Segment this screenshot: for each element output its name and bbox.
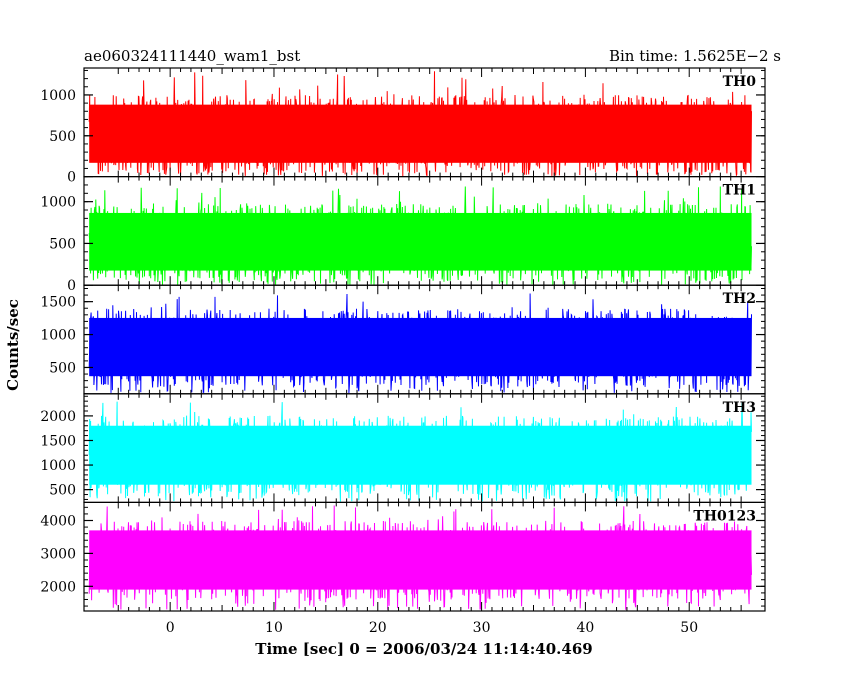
panels: 0 500 1000 TH0 0 500 1000 TH1 500 1000 1500 TH2 500 1… <box>40 67 766 612</box>
y-tick-label: 2000 <box>40 409 76 425</box>
series-band-th2 <box>89 317 752 377</box>
x-tick-label: 50 <box>680 620 698 636</box>
panel-th2: 500 1000 1500 TH2 <box>40 284 766 395</box>
panel-th0123: 2000 3000 4000 TH0123 <box>40 501 766 612</box>
panel-th1: 0 500 1000 TH1 <box>40 176 766 294</box>
y-tick-label: 1000 <box>40 195 76 211</box>
series-label-th0123: TH0123 <box>693 508 756 524</box>
y-tick-label: 500 <box>49 129 76 145</box>
x-tick-label: 0 <box>166 620 175 636</box>
panel-frame <box>83 501 766 612</box>
series-band-th0 <box>89 104 752 163</box>
y-tick-label: 1000 <box>40 458 76 474</box>
y-tick-label: 1500 <box>40 295 76 311</box>
x-tick-label: 40 <box>576 620 594 636</box>
y-tick-label: 4000 <box>40 514 76 530</box>
bin-time-label: Bin time: 1.5625E−2 s <box>609 47 781 65</box>
series-label-th2: TH2 <box>723 291 756 307</box>
x-tick-label: 30 <box>473 620 491 636</box>
y-tick-label: 500 <box>49 360 76 376</box>
chart-title: ae060324111440_wam1_bst <box>84 47 300 65</box>
series-band-th3 <box>89 425 752 485</box>
y-axis-title: Counts/sec <box>4 299 22 391</box>
y-tick-label: 500 <box>49 483 76 499</box>
y-tick-label: 3000 <box>40 546 76 562</box>
panel-th0: 0 500 1000 TH0 <box>40 67 766 186</box>
series-label-th3: TH3 <box>723 400 756 416</box>
y-tick-label: 0 <box>67 170 76 186</box>
y-tick-label: 500 <box>49 236 76 252</box>
y-tick-label: 2000 <box>40 579 76 595</box>
panel-th3: 500 1000 1500 2000 TH3 <box>40 393 766 503</box>
series-label-th1: TH1 <box>723 183 756 199</box>
series-label-th0: TH0 <box>723 74 757 90</box>
series-band-th0123 <box>89 530 752 590</box>
x-tick-label: 10 <box>265 620 283 636</box>
series-band-th1 <box>89 212 752 271</box>
x-axis-title: Time [sec] 0 = 2006/03/24 11:14:40.469 <box>255 640 592 658</box>
x-axis: 0 10 20 30 40 50 <box>166 620 698 636</box>
y-tick-label: 1000 <box>40 328 76 344</box>
x-tick-label: 20 <box>369 620 387 636</box>
y-tick-label: 1500 <box>40 433 76 449</box>
y-tick-label: 1000 <box>40 88 76 104</box>
y-tick-label: 0 <box>67 278 76 294</box>
